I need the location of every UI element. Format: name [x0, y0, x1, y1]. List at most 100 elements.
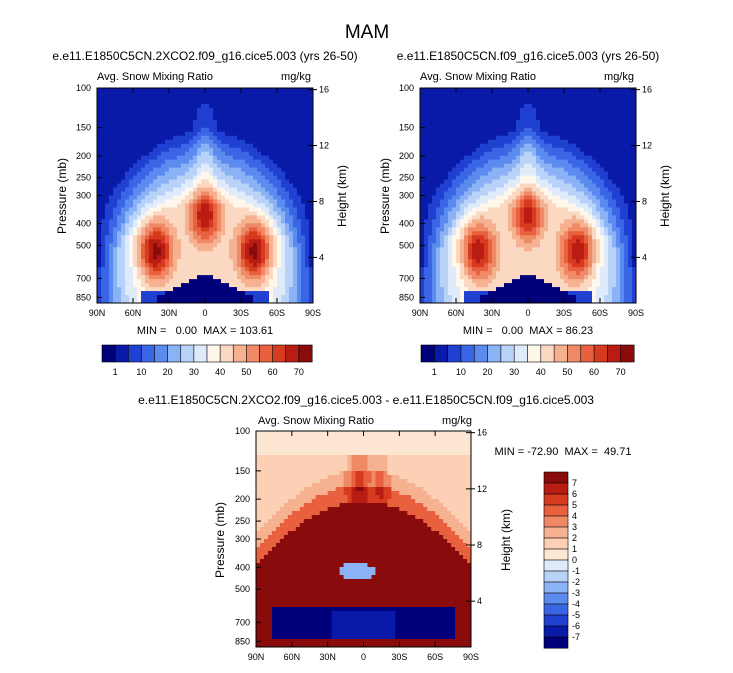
field-cell [229, 211, 234, 217]
field-cell [145, 179, 150, 185]
field-cell [512, 151, 517, 157]
field-cell [105, 235, 110, 240]
field-cell [604, 135, 609, 141]
field-cell [540, 103, 545, 109]
field-cell [600, 119, 605, 125]
field-cell [536, 195, 541, 201]
field-cell [261, 111, 266, 117]
field-cell [580, 107, 585, 113]
field-cell [596, 191, 601, 197]
field-cell [113, 271, 118, 276]
field-cell [285, 239, 290, 244]
field-cell [524, 183, 529, 189]
field-cell [444, 203, 449, 209]
field-cell [628, 191, 633, 197]
field-cell [97, 207, 102, 213]
field-cell [289, 135, 294, 141]
field-cell [217, 219, 222, 224]
field-cell [217, 251, 222, 256]
field-cell [141, 167, 146, 173]
field-cell [185, 135, 190, 141]
field-cell [205, 235, 210, 240]
field-cell [113, 131, 118, 137]
field-cell [424, 143, 429, 149]
field-cell [169, 95, 174, 101]
field-cell [169, 231, 174, 236]
field-cell [552, 123, 557, 129]
field-cell [233, 267, 238, 272]
field-cell [269, 147, 274, 153]
field-cell [289, 163, 294, 169]
field-cell [472, 139, 477, 145]
field-cell [177, 99, 182, 105]
field-cell [560, 195, 565, 201]
field-cell [456, 191, 461, 197]
field-cell [604, 91, 609, 97]
field-cell [508, 163, 513, 169]
field-cell [133, 175, 138, 181]
field-cell [125, 251, 130, 256]
field-cell [428, 99, 433, 105]
field-cell [253, 267, 258, 272]
field-cell [624, 127, 629, 133]
field-cell [269, 199, 274, 205]
field-cell [285, 275, 290, 280]
field-cell [213, 271, 218, 276]
field-cell [265, 239, 270, 244]
field-cell [468, 159, 473, 165]
field-cell [568, 91, 573, 97]
field-cell [261, 195, 266, 201]
field-cell [504, 123, 509, 129]
field-cell [165, 231, 170, 236]
field-cell [496, 107, 501, 113]
field-cell [456, 159, 461, 165]
field-cell [249, 247, 254, 252]
field-cell [584, 147, 589, 153]
field-cell [269, 139, 274, 145]
field-cell [301, 107, 306, 113]
field-cell [245, 167, 250, 173]
field-cell [576, 191, 581, 197]
field-cell [532, 159, 537, 165]
field-cell [221, 135, 226, 141]
field-cell [305, 147, 310, 153]
field-cell [265, 223, 270, 228]
field-cell [169, 283, 174, 288]
field-cell [289, 275, 294, 280]
field-cell [504, 95, 509, 101]
field-cell [448, 131, 453, 137]
field-cell [524, 159, 529, 165]
field-cell [428, 203, 433, 209]
field-cell [237, 219, 242, 224]
field-cell [624, 111, 629, 117]
field-cell [197, 91, 202, 97]
field-cell [141, 215, 146, 220]
field-cell [540, 159, 545, 165]
field-cell [556, 111, 561, 117]
field-cell [133, 155, 138, 161]
field-cell [285, 151, 290, 157]
field-cell [584, 199, 589, 205]
field-cell [153, 299, 158, 303]
field-cell [97, 223, 102, 228]
field-cell [181, 111, 186, 117]
field-cell [556, 155, 561, 161]
field-cell [540, 171, 545, 177]
field-cell [169, 203, 174, 209]
field-cell [225, 275, 230, 280]
field-cell [161, 267, 166, 272]
field-cell [428, 163, 433, 169]
field-cell [584, 175, 589, 181]
field-cell [572, 163, 577, 169]
field-cell [524, 99, 529, 105]
field-cell [584, 103, 589, 109]
field-cell [193, 215, 198, 220]
field-cell [496, 219, 501, 224]
field-cell [109, 179, 114, 185]
field-cell [121, 139, 126, 145]
field-cell [608, 151, 613, 157]
field-cell [277, 151, 282, 157]
field-cell [544, 179, 549, 185]
field-cell [568, 175, 573, 181]
field-cell [285, 211, 290, 217]
